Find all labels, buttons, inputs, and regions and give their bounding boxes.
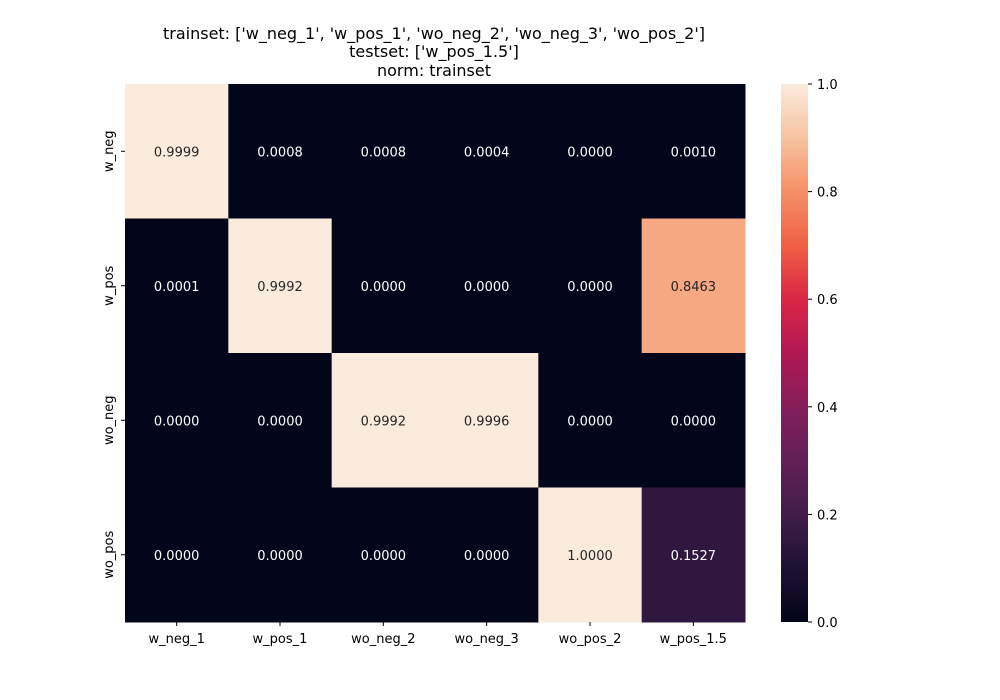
cell-value-label: 0.0000 — [464, 280, 510, 295]
y-tick-label: wo_neg — [102, 395, 117, 445]
heatmap-cell — [331, 353, 436, 488]
colorbar-tick-label: 0.4 — [817, 401, 838, 416]
heatmap-cell — [538, 84, 643, 219]
heatmap-cell — [125, 353, 229, 488]
x-tick-label: w_neg_1 — [148, 632, 204, 647]
x-tick-label: wo_pos_2 — [559, 632, 622, 647]
cell-value-label: 0.0000 — [567, 280, 613, 295]
heatmap-cell — [331, 84, 436, 219]
heatmap-cell — [125, 487, 229, 623]
title-line-norm: norm: trainset — [377, 61, 491, 80]
heatmap-cell — [331, 218, 436, 354]
colorbar-tick-label: 0.0 — [817, 616, 838, 631]
heatmap-cell — [228, 487, 333, 623]
cell-value-label: 0.9992 — [257, 280, 303, 295]
cell-value-label: 0.0000 — [154, 414, 200, 429]
x-axis: w_neg_1 w_pos_1 wo_neg_2 wo_neg_3 wo_pos_2 w_… — [148, 622, 727, 647]
heatmap-cell — [125, 84, 229, 219]
heatmap-cell — [435, 84, 539, 219]
cell-value-label: 0.9996 — [464, 414, 510, 429]
y-axis: w_neg w_pos wo_neg wo_pos — [102, 130, 125, 579]
heatmap-grid: 0.9999 0.0008 0.0008 0.0004 0.0000 0.0010 0.00… — [125, 84, 746, 623]
cell-value-label: 0.0000 — [671, 414, 717, 429]
cell-value-label: 0.0010 — [671, 145, 717, 160]
cell-value-label: 0.0000 — [567, 145, 613, 160]
title-line-testset: testset: ['w_pos_1.5'] — [349, 42, 519, 62]
heatmap-cell — [331, 487, 436, 623]
colorbar-gradient — [781, 84, 808, 622]
colorbar-tick-label: 0.6 — [817, 293, 838, 308]
cell-value-label: 0.0004 — [464, 145, 510, 160]
cell-value-label: 0.0008 — [361, 145, 407, 160]
heatmap-cell — [641, 353, 746, 488]
cell-value-label: 0.0000 — [257, 414, 303, 429]
cell-value-label: 0.0000 — [464, 549, 510, 564]
cell-value-label: 0.0000 — [257, 549, 303, 564]
y-tick-label: wo_pos — [102, 530, 117, 578]
heatmap-cell — [435, 353, 539, 488]
cell-value-label: 0.9999 — [154, 145, 200, 160]
colorbar: 0.0 0.2 0.4 0.6 0.8 1.0 — [781, 78, 838, 631]
cell-value-label: 0.8463 — [671, 280, 717, 295]
colorbar-tick-label: 1.0 — [817, 78, 838, 93]
x-tick-label: w_pos_1.5 — [660, 632, 727, 647]
heatmap-cell — [538, 487, 643, 623]
heatmap-cell — [435, 487, 539, 623]
heatmap-cell — [228, 218, 333, 354]
colorbar-tick-label: 0.2 — [817, 508, 838, 523]
x-tick-label: wo_neg_2 — [351, 632, 415, 647]
cell-value-label: 0.0000 — [361, 280, 407, 295]
colorbar-tick-label: 0.8 — [817, 186, 838, 201]
cell-value-label: 0.0000 — [567, 414, 613, 429]
heatmap-cell — [228, 353, 333, 488]
cell-value-label: 0.0000 — [361, 549, 407, 564]
cell-value-label: 0.0008 — [257, 145, 303, 160]
x-tick-label: w_pos_1 — [253, 632, 308, 647]
heatmap-cell — [228, 84, 333, 219]
heatmap-cell — [538, 353, 643, 488]
cell-value-label: 0.0001 — [154, 280, 200, 295]
heatmap-cell — [125, 218, 229, 354]
cell-value-label: 0.9992 — [361, 414, 407, 429]
cell-value-label: 0.0000 — [154, 549, 200, 564]
cell-value-label: 1.0000 — [567, 549, 613, 564]
chart-title: trainset: ['w_neg_1', 'w_pos_1', 'wo_neg… — [163, 24, 705, 80]
heatmap-cell — [641, 84, 746, 219]
heatmap-cell — [538, 218, 643, 354]
x-tick-label: wo_neg_3 — [454, 632, 518, 647]
title-line-trainset: trainset: ['w_neg_1', 'w_pos_1', 'wo_neg… — [163, 24, 705, 44]
heatmap-cell — [641, 218, 746, 354]
y-tick-label: w_neg — [102, 130, 117, 172]
heatmap-cell — [435, 218, 539, 354]
y-tick-label: w_pos — [102, 265, 117, 305]
heatmap-cell — [641, 487, 746, 623]
cell-value-label: 0.1527 — [671, 549, 717, 564]
